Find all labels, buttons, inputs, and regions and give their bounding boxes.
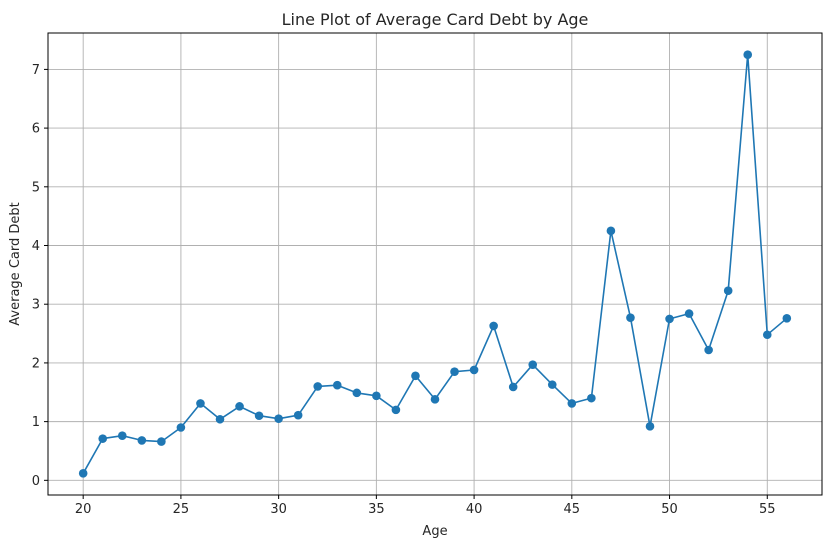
data-point bbox=[547, 380, 557, 389]
y-tick-label: 1 bbox=[32, 415, 40, 430]
data-point bbox=[176, 423, 186, 432]
data-point bbox=[313, 382, 323, 391]
data-point bbox=[704, 345, 713, 355]
y-tick-label: 4 bbox=[32, 239, 40, 254]
data-point bbox=[235, 402, 244, 411]
y-tick-label: 7 bbox=[32, 63, 40, 78]
plot-frame bbox=[47, 32, 823, 496]
x-tick-label: 25 bbox=[173, 502, 190, 517]
data-point bbox=[391, 405, 401, 415]
data-point bbox=[743, 50, 753, 60]
data-point bbox=[723, 286, 733, 296]
y-tick-label: 3 bbox=[32, 298, 40, 313]
data-point bbox=[430, 395, 440, 404]
x-tick-label: 30 bbox=[270, 502, 287, 517]
data-point bbox=[450, 367, 459, 377]
data-point bbox=[215, 414, 225, 424]
y-tick-label: 5 bbox=[32, 180, 40, 195]
data-point bbox=[587, 393, 596, 403]
data-point bbox=[528, 360, 538, 369]
data-point bbox=[352, 388, 362, 398]
data-point bbox=[274, 414, 283, 423]
data-point bbox=[567, 399, 577, 408]
data-point bbox=[411, 371, 420, 381]
x-tick-label: 20 bbox=[75, 502, 92, 517]
data-point bbox=[332, 380, 342, 390]
data-point bbox=[117, 431, 127, 441]
data-point bbox=[489, 321, 498, 331]
data-point bbox=[762, 330, 772, 340]
x-tick-label: 35 bbox=[368, 502, 385, 517]
y-axis-label: Average Card Debt bbox=[8, 202, 23, 325]
data-point bbox=[469, 365, 479, 375]
chart-title: Line Plot of Average Card Debt by Age bbox=[282, 10, 589, 29]
data-point bbox=[78, 468, 88, 478]
data-point bbox=[137, 436, 147, 445]
data-point bbox=[372, 391, 381, 401]
data-point bbox=[98, 434, 108, 443]
data-point bbox=[665, 314, 674, 324]
data-point bbox=[782, 314, 792, 323]
data-series bbox=[78, 50, 792, 478]
grid bbox=[48, 33, 822, 495]
data-point bbox=[645, 422, 655, 431]
data-point bbox=[606, 226, 616, 236]
y-tick-label: 6 bbox=[32, 122, 40, 137]
data-point bbox=[626, 313, 635, 323]
y-tick-label: 0 bbox=[32, 474, 40, 489]
x-tick-label: 45 bbox=[564, 502, 581, 517]
data-point bbox=[254, 411, 264, 421]
data-point bbox=[196, 399, 205, 408]
data-point bbox=[157, 437, 166, 446]
x-axis-label: Age bbox=[422, 524, 447, 539]
data-point bbox=[508, 382, 518, 392]
y-tick-label: 2 bbox=[32, 356, 40, 371]
x-tick-label: 40 bbox=[466, 502, 483, 517]
x-tick-label: 50 bbox=[661, 502, 678, 517]
x-tick-label: 55 bbox=[759, 502, 776, 517]
data-point bbox=[293, 410, 303, 420]
data-point bbox=[684, 309, 694, 318]
